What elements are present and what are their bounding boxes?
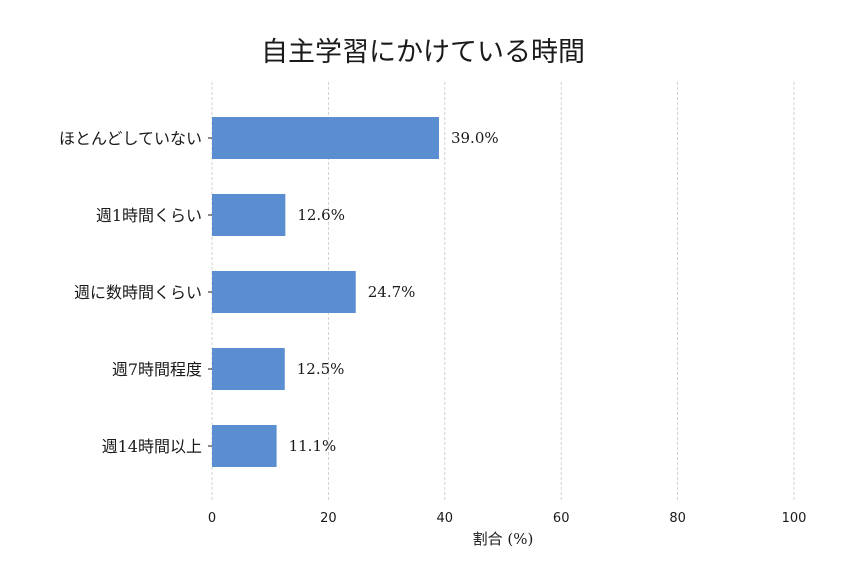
value-labels: 39.0% 12.6% 24.7% 12.5% 11.1% [289, 129, 499, 455]
bar [212, 117, 439, 159]
chart-title: 自主学習にかけている時間 [261, 37, 585, 68]
category-label: ほとんどしていない [59, 129, 202, 148]
data-label: 11.1% [289, 437, 337, 455]
data-label: 12.5% [297, 360, 345, 378]
x-tick-label: 80 [669, 511, 686, 526]
x-axis-label: 割合 (%) [473, 530, 534, 548]
category-label: 週7時間程度 [112, 360, 202, 379]
category-label: 週14時間以上 [102, 437, 202, 456]
x-tick-label: 60 [553, 511, 570, 526]
x-axis-ticks: 0 20 40 60 80 100 [208, 511, 807, 526]
bar [212, 425, 277, 467]
bars [212, 117, 439, 467]
category-label: 週に数時間くらい [74, 283, 202, 302]
data-label: 39.0% [451, 129, 499, 147]
x-tick-label: 100 [782, 511, 807, 526]
x-tick-label: 40 [437, 511, 454, 526]
bar [212, 348, 285, 390]
x-tick-label: 20 [320, 511, 337, 526]
data-label: 12.6% [297, 206, 345, 224]
bar [212, 271, 356, 313]
bar [212, 194, 286, 236]
data-label: 24.7% [368, 283, 416, 301]
x-tick-label: 0 [208, 511, 216, 526]
category-label: 週1時間くらい [96, 206, 202, 225]
